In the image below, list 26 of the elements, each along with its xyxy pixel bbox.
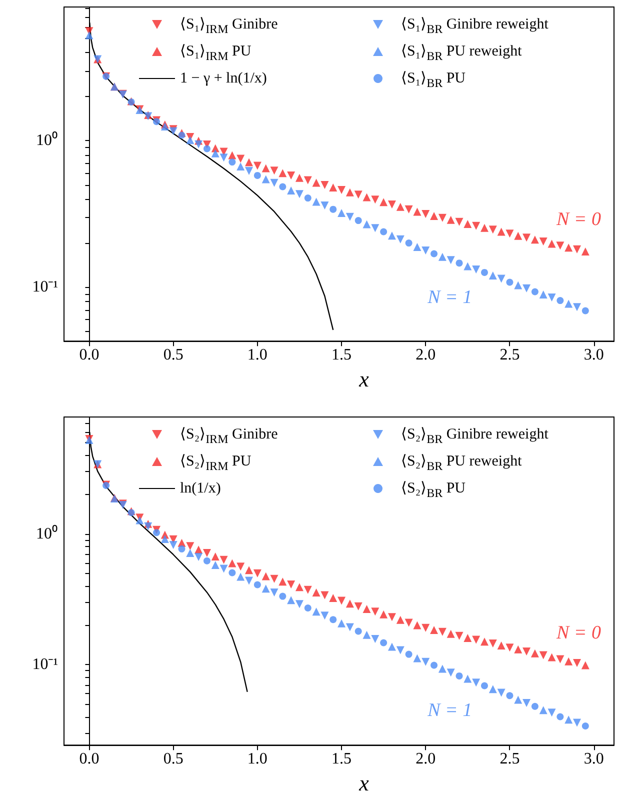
y-tick-label: 10⁻¹ xyxy=(32,278,58,296)
x-tick-label: 2.5 xyxy=(500,346,520,364)
x-tick-label: 3.0 xyxy=(584,750,604,768)
x-tick-label: 1.5 xyxy=(332,346,352,364)
annotation: N = 0 xyxy=(556,208,602,230)
legend-label: 1 − γ + ln(1/x) xyxy=(180,70,267,86)
legend-label: ln(1/x) xyxy=(180,480,221,496)
x-tick-label: 0.0 xyxy=(79,750,100,768)
x-tick-label: 0.0 xyxy=(79,346,100,364)
y-tick-label: 10⁰ xyxy=(36,524,58,542)
x-tick-label: 0.5 xyxy=(163,750,184,768)
x-tick-label: 2.0 xyxy=(416,750,436,768)
annotation: N = 1 xyxy=(426,286,472,308)
x-tick-label: 1.0 xyxy=(247,346,268,364)
x-tick-label: 1.5 xyxy=(332,750,352,768)
x-axis-title: x xyxy=(358,770,370,796)
x-tick-label: 2.5 xyxy=(500,750,520,768)
x-axis-title: x xyxy=(358,366,370,392)
x-tick-label: 3.0 xyxy=(584,346,604,364)
x-tick-label: 0.5 xyxy=(163,346,184,364)
y-tick-label: 10⁻¹ xyxy=(32,656,58,674)
annotation: N = 1 xyxy=(426,700,472,722)
x-tick-label: 2.0 xyxy=(416,346,436,364)
y-tick-label: 10⁰ xyxy=(36,131,58,150)
annotation: N = 0 xyxy=(556,622,602,644)
x-tick-label: 1.0 xyxy=(247,750,268,768)
